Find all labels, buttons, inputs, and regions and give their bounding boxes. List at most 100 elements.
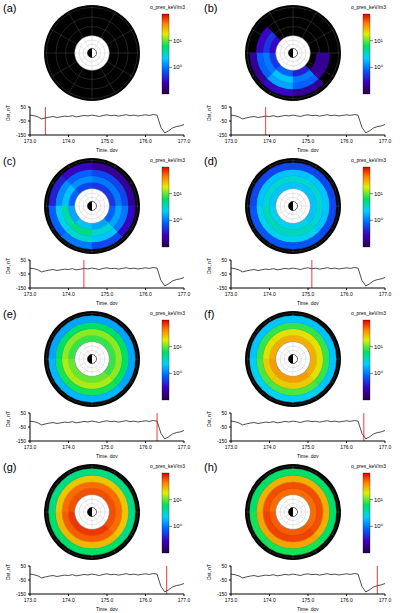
svg-text:177.0: 177.0 <box>178 444 191 450</box>
svg-text:Time, doy: Time, doy <box>96 453 118 458</box>
svg-text:-50: -50 <box>19 271 26 277</box>
svg-text:177.0: 177.0 <box>178 291 191 297</box>
svg-text:10¹: 10¹ <box>173 38 182 44</box>
svg-text:174.0: 174.0 <box>263 291 276 297</box>
svg-text:-50: -50 <box>19 118 26 124</box>
svg-text:-50: -50 <box>220 118 227 124</box>
svg-text:173.0: 173.0 <box>225 291 238 297</box>
svg-text:-50: -50 <box>220 577 227 583</box>
svg-text:173.0: 173.0 <box>24 444 37 450</box>
svg-text:10¹: 10¹ <box>374 191 383 197</box>
svg-text:10⁰: 10⁰ <box>173 217 183 223</box>
svg-text:173.0: 173.0 <box>24 291 37 297</box>
svg-text:Time, doy: Time, doy <box>297 453 319 458</box>
svg-text:10⁰: 10⁰ <box>374 523 384 529</box>
svg-text:-150: -150 <box>217 438 227 444</box>
svg-text:174.0: 174.0 <box>62 291 75 297</box>
svg-text:-150: -150 <box>217 591 227 597</box>
svg-text:o_pres_keV/m3: o_pres_keV/m3 <box>150 310 185 316</box>
svg-text:10¹: 10¹ <box>374 497 383 503</box>
svg-text:Time, doy: Time, doy <box>96 300 118 305</box>
svg-text:176.0: 176.0 <box>340 138 353 144</box>
svg-text:o_pres_keV/m3: o_pres_keV/m3 <box>150 4 185 10</box>
svg-text:10⁰: 10⁰ <box>173 370 183 376</box>
svg-text:177.0: 177.0 <box>379 597 392 603</box>
svg-text:177.0: 177.0 <box>178 597 191 603</box>
svg-text:Time, doy: Time, doy <box>96 147 118 152</box>
svg-text:176.0: 176.0 <box>340 291 353 297</box>
svg-text:Dst, nT: Dst, nT <box>206 564 212 580</box>
svg-text:50: 50 <box>20 257 26 263</box>
svg-text:-150: -150 <box>16 132 26 138</box>
svg-text:173.0: 173.0 <box>225 444 238 450</box>
svg-text:175.0: 175.0 <box>101 291 114 297</box>
svg-text:(g): (g) <box>3 461 16 473</box>
svg-text:Dst, nT: Dst, nT <box>5 258 11 274</box>
svg-text:10¹: 10¹ <box>173 497 182 503</box>
svg-text:10¹: 10¹ <box>374 344 383 350</box>
svg-text:176.0: 176.0 <box>139 138 152 144</box>
svg-text:Time, doy: Time, doy <box>297 606 319 611</box>
svg-text:(e): (e) <box>3 308 16 320</box>
svg-text:173.0: 173.0 <box>225 597 238 603</box>
svg-text:o_pres_keV/m3: o_pres_keV/m3 <box>150 463 185 469</box>
svg-text:176.0: 176.0 <box>139 444 152 450</box>
svg-text:50: 50 <box>221 410 227 416</box>
svg-text:-50: -50 <box>19 577 26 583</box>
svg-text:50: 50 <box>20 563 26 569</box>
svg-text:Dst, nT: Dst, nT <box>5 564 11 580</box>
svg-text:174.0: 174.0 <box>62 444 75 450</box>
svg-text:Dst, nT: Dst, nT <box>5 411 11 427</box>
svg-text:o_pres_keV/m3: o_pres_keV/m3 <box>351 4 386 10</box>
svg-text:o_pres_keV/m3: o_pres_keV/m3 <box>150 157 185 163</box>
svg-text:175.0: 175.0 <box>302 444 315 450</box>
svg-text:-50: -50 <box>19 424 26 430</box>
svg-text:50: 50 <box>221 104 227 110</box>
svg-text:176.0: 176.0 <box>340 597 353 603</box>
svg-text:10¹: 10¹ <box>173 344 182 350</box>
svg-text:174.0: 174.0 <box>263 138 276 144</box>
svg-text:173.0: 173.0 <box>225 138 238 144</box>
svg-text:(d): (d) <box>204 155 217 167</box>
svg-text:50: 50 <box>20 104 26 110</box>
svg-text:Dst, nT: Dst, nT <box>206 258 212 274</box>
svg-text:50: 50 <box>20 410 26 416</box>
svg-text:o_pres_keV/m3: o_pres_keV/m3 <box>351 463 386 469</box>
svg-text:174.0: 174.0 <box>62 597 75 603</box>
svg-text:-150: -150 <box>217 132 227 138</box>
svg-text:o_pres_keV/m3: o_pres_keV/m3 <box>351 310 386 316</box>
svg-text:-50: -50 <box>220 424 227 430</box>
svg-text:Dst, nT: Dst, nT <box>206 411 212 427</box>
svg-text:10⁰: 10⁰ <box>374 217 384 223</box>
svg-text:o_pres_keV/m3: o_pres_keV/m3 <box>351 157 386 163</box>
svg-text:-150: -150 <box>16 591 26 597</box>
svg-text:-150: -150 <box>16 285 26 291</box>
svg-text:50: 50 <box>221 563 227 569</box>
svg-text:176.0: 176.0 <box>340 444 353 450</box>
svg-text:175.0: 175.0 <box>302 597 315 603</box>
svg-text:175.0: 175.0 <box>302 291 315 297</box>
svg-text:(h): (h) <box>204 461 217 473</box>
svg-text:175.0: 175.0 <box>101 444 114 450</box>
svg-text:175.0: 175.0 <box>302 138 315 144</box>
svg-text:Dst, nT: Dst, nT <box>5 105 11 121</box>
svg-text:-150: -150 <box>16 438 26 444</box>
svg-text:173.0: 173.0 <box>24 138 37 144</box>
svg-text:Time, doy: Time, doy <box>297 300 319 305</box>
svg-text:173.0: 173.0 <box>24 597 37 603</box>
svg-text:174.0: 174.0 <box>263 597 276 603</box>
svg-text:10⁰: 10⁰ <box>173 523 183 529</box>
svg-text:177.0: 177.0 <box>178 138 191 144</box>
svg-text:Dst, nT: Dst, nT <box>206 105 212 121</box>
svg-text:177.0: 177.0 <box>379 444 392 450</box>
svg-text:Time, doy: Time, doy <box>297 147 319 152</box>
svg-text:177.0: 177.0 <box>379 138 392 144</box>
svg-text:50: 50 <box>221 257 227 263</box>
svg-text:Time, doy: Time, doy <box>96 606 118 611</box>
svg-text:(c): (c) <box>3 155 16 167</box>
svg-text:176.0: 176.0 <box>139 597 152 603</box>
svg-text:-50: -50 <box>220 271 227 277</box>
svg-text:10¹: 10¹ <box>173 191 182 197</box>
svg-text:(a): (a) <box>3 2 16 14</box>
svg-text:176.0: 176.0 <box>139 291 152 297</box>
